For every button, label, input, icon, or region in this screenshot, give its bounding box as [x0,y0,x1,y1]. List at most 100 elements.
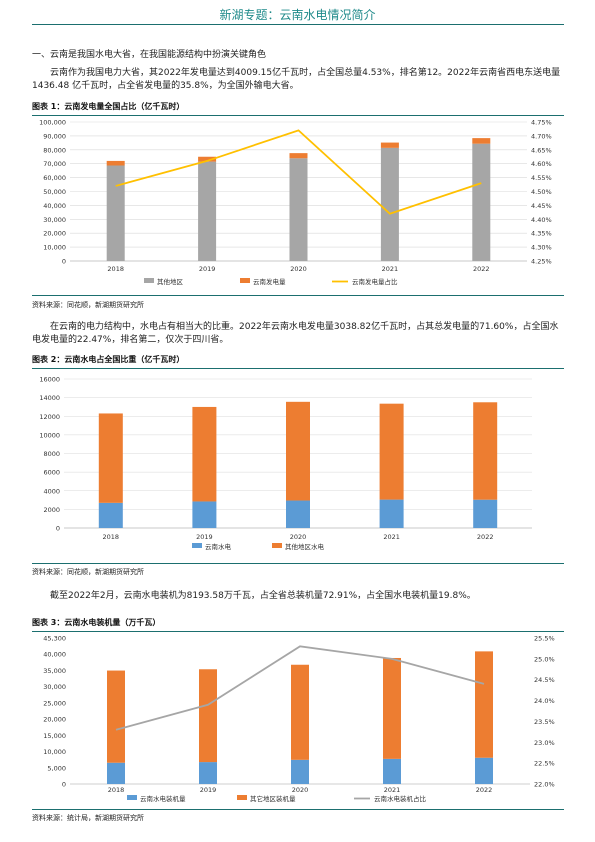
y-left-tick-label: 0 [62,258,66,266]
legend-label: 云南水电装机量 [140,794,186,803]
legend-swatch [237,795,247,800]
x-tick-label: 2021 [382,265,399,273]
y-right-tick-label: 4.50% [531,188,552,196]
figure-1-title: 图表 1：云南发电量全国占比（亿千瓦时） [32,102,185,111]
bar-其它地区装机量 [107,670,125,763]
y-right-tick-label: 22.5% [534,760,555,768]
y-left-tick-label: 0 [62,781,66,789]
legend-label: 其它地区装机量 [250,794,296,803]
section-heading: 一、云南是我国水电大省，在我国能源结构中扮演关键角色 [32,50,267,60]
y-left-tick-label: 5,000 [47,764,66,772]
y-left-tick-label: 16000 [39,376,60,384]
y-left-tick-label: 12000 [39,413,60,421]
bar-其他地区 [380,147,399,261]
y-right-tick-label: 4.45% [531,202,552,210]
bar-云南水电装机量 [199,762,217,784]
legend-label: 其他地区水电 [285,542,325,551]
bar-云南发电量 [472,138,491,144]
figure-2-title: 图表 2：云南水电占全国比重（亿千瓦时） [32,355,185,364]
x-tick-label: 2019 [200,786,217,794]
bar-云南水电装机量 [107,762,125,784]
bar-云南水电装机量 [383,758,401,784]
x-tick-label: 2022 [473,265,490,273]
y-left-tick-label: 50,000 [43,188,66,196]
y-right-tick-label: 4.75% [531,119,552,127]
x-tick-label: 2020 [292,786,309,794]
chart-2: 0 2000 4000 6000 8000 10000 12000 14000 16000 201… [39,376,532,551]
bar-其他地区水电 [473,402,498,500]
bar-其它地区装机量 [199,669,217,763]
y-left-tick-label: 90,000 [43,132,66,140]
figure-1-source: 资料来源：同花顺，新湖期货研究所 [32,301,144,309]
bar-其他地区水电 [286,401,310,501]
y-right-tick-label: 25.5% [534,635,555,643]
y-left-tick-label: 40,000 [43,202,66,210]
x-tick-label: 2019 [196,533,213,541]
paragraph-1: 云南作为我国电力大省，其2022年发电量达到4009.15亿千瓦时，占全国总量4… [32,68,561,91]
bar-其他地区水电 [98,413,123,503]
x-tick-label: 2021 [383,533,400,541]
legend-swatch [240,278,250,283]
line-云南水电装机占比 [115,645,485,731]
y-left-tick-label: 30,000 [43,683,66,691]
bar-其他地区 [472,143,491,261]
bar-云南水电 [379,499,404,528]
y-left-tick-label: 40,000 [43,651,66,659]
y-left-tick-label: 100,000 [39,119,66,127]
bar-其他地区水电 [192,406,217,502]
legend-swatch [127,795,137,800]
y-left-tick-label: 2000 [43,506,60,514]
y-left-tick-label: 10,000 [43,244,66,252]
x-tick-label: 2018 [108,786,125,794]
bar-云南水电装机量 [291,759,309,784]
legend-swatch [192,543,202,548]
y-left-tick-label: 15,000 [43,732,66,740]
bar-云南水电 [192,501,217,528]
legend-label: 云南发电量占比 [352,277,398,286]
bar-其他地区水电 [379,403,404,500]
paragraph-2: 在云南的电力结构中，水电占有相当大的比重。2022年云南水电发电量3038.82… [32,322,559,345]
y-right-tick-label: 23.0% [534,739,555,747]
chart-3: 0 5,000 10,000 15,000 20,000 25,000 30,000 35,0… [43,635,555,804]
y-right-tick-label: 4.40% [531,216,552,224]
bar-云南水电 [473,499,498,528]
x-tick-label: 2021 [384,786,401,794]
x-tick-label: 2022 [477,533,494,541]
y-right-tick-label: 4.65% [531,146,552,154]
bar-云南发电量 [198,156,217,162]
y-left-tick-label: 30,000 [43,216,66,224]
figure-3-top-rule [32,631,564,632]
y-left-tick-label: 60,000 [43,174,66,182]
bar-其他地区 [106,165,125,261]
x-tick-label: 2018 [103,533,120,541]
figure-1-bottom-rule [32,295,564,296]
x-tick-label: 2020 [290,533,307,541]
bar-云南发电量 [380,142,399,148]
y-right-tick-label: 4.30% [531,244,552,252]
figure-2-source: 资料来源：同花顺，新湖期货研究所 [32,568,144,576]
bar-其它地区装机量 [475,651,493,758]
bar-云南水电 [98,502,123,528]
y-right-tick-label: 4.35% [531,230,552,238]
bar-其他地区 [198,161,217,261]
figure-3-title: 图表 3：云南水电装机量（万千瓦） [32,618,161,627]
figure-2-top-rule [32,368,564,369]
page-header-title: 新湖专题：云南水电情况简介 [219,8,376,22]
y-left-tick-label: 0 [56,525,60,533]
figure-3-source: 资料来源：统计局，新湖期货研究所 [32,814,144,822]
y-left-tick-label: 4000 [43,487,60,495]
y-right-tick-label: 4.25% [531,258,552,266]
y-left-tick-label: 20,000 [43,716,66,724]
legend-swatch [272,543,282,548]
y-left-tick-label: 6000 [43,469,60,477]
header-rule [32,24,564,25]
bar-云南水电 [286,500,310,528]
y-left-tick-label: 10,000 [43,748,66,756]
y-right-tick-label: 22.0% [534,781,555,789]
x-tick-label: 2022 [476,786,493,794]
x-tick-label: 2019 [199,265,216,273]
x-tick-label: 2020 [290,265,307,273]
y-left-tick-label: 25,000 [43,699,66,707]
y-left-tick-label: 80,000 [43,146,66,154]
bar-云南发电量 [106,160,125,166]
